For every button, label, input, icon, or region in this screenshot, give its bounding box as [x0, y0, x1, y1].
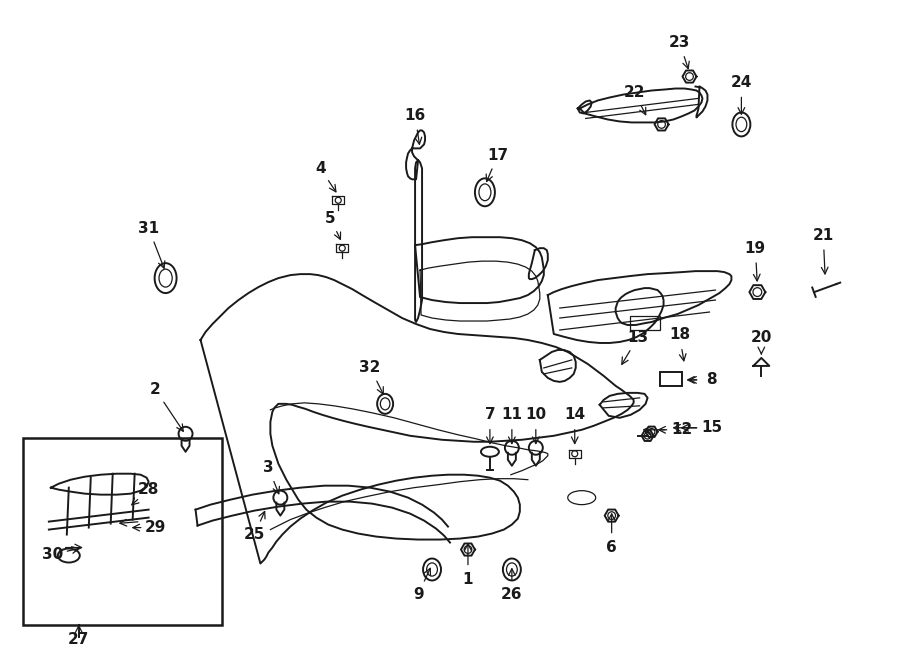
Text: 15: 15	[701, 420, 722, 436]
Text: 1: 1	[463, 572, 473, 587]
Text: 13: 13	[627, 330, 648, 346]
Text: 28: 28	[138, 482, 159, 497]
Text: 23: 23	[669, 35, 690, 50]
Text: 21: 21	[813, 227, 833, 243]
Text: 22: 22	[624, 85, 645, 100]
Text: 30: 30	[42, 547, 64, 562]
Text: 26: 26	[501, 587, 523, 602]
Text: 25: 25	[244, 527, 266, 542]
Circle shape	[572, 451, 578, 457]
Text: 10: 10	[526, 407, 546, 422]
Text: 16: 16	[404, 108, 426, 123]
Text: 14: 14	[564, 407, 585, 422]
Text: 27: 27	[68, 632, 89, 647]
Text: 5: 5	[325, 211, 336, 226]
Text: 32: 32	[359, 360, 381, 375]
Text: 20: 20	[751, 330, 772, 346]
Text: 3: 3	[263, 460, 274, 475]
Text: 9: 9	[413, 587, 423, 602]
Text: 11: 11	[501, 407, 522, 422]
Text: 7: 7	[484, 407, 495, 422]
Circle shape	[335, 197, 341, 204]
Bar	[660, 372, 681, 386]
Bar	[22, 438, 222, 625]
Text: 8: 8	[706, 372, 716, 387]
Text: 12: 12	[670, 422, 692, 438]
Text: 24: 24	[731, 75, 752, 90]
Text: 18: 18	[669, 327, 690, 342]
Text: 29: 29	[145, 520, 166, 535]
Circle shape	[339, 245, 346, 251]
Text: 17: 17	[487, 148, 508, 163]
Text: 6: 6	[607, 540, 617, 555]
Text: 19: 19	[745, 241, 766, 256]
Text: 2: 2	[150, 382, 161, 397]
Text: 4: 4	[315, 161, 326, 176]
Text: 31: 31	[138, 221, 159, 236]
Bar	[630, 316, 660, 330]
